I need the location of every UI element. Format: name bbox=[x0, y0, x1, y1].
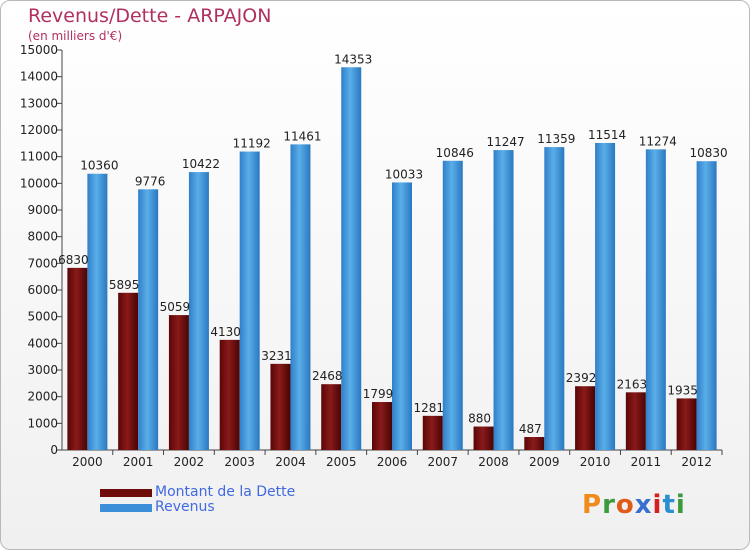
y-tick-label: 5000 bbox=[27, 310, 58, 324]
bar-dette bbox=[67, 267, 88, 450]
y-tick-label: 8000 bbox=[27, 230, 58, 244]
bar-revenus bbox=[645, 149, 666, 451]
data-label-dette: 4130 bbox=[210, 325, 241, 339]
data-label-revenus: 10830 bbox=[690, 146, 728, 160]
x-tick-label: 2003 bbox=[224, 455, 255, 469]
y-tick-label: 7000 bbox=[27, 256, 58, 270]
legend-label-dette: Montant de la Dette bbox=[155, 484, 296, 500]
y-tick-label: 2000 bbox=[27, 390, 58, 404]
bar-revenus bbox=[290, 144, 311, 450]
bar-dette bbox=[524, 437, 545, 450]
y-tick-label: 15000 bbox=[20, 43, 58, 57]
bar-revenus bbox=[696, 161, 717, 450]
y-tick-label: 0 bbox=[50, 443, 58, 457]
x-tick-label: 2010 bbox=[580, 455, 611, 469]
data-label-dette: 1799 bbox=[363, 387, 394, 401]
legend-swatch-dette bbox=[100, 489, 152, 497]
data-label-revenus: 10846 bbox=[436, 146, 474, 160]
bar-dette bbox=[473, 426, 494, 450]
data-label-dette: 3231 bbox=[261, 349, 292, 363]
proxiti-logo: Proxiti bbox=[582, 490, 686, 520]
bar-revenus bbox=[392, 182, 412, 450]
data-label-revenus: 9776 bbox=[135, 174, 166, 188]
data-label-dette: 6830 bbox=[58, 253, 89, 267]
y-tick-label: 6000 bbox=[27, 283, 58, 297]
y-tick-label: 14000 bbox=[20, 70, 58, 84]
bar-revenus bbox=[87, 173, 108, 450]
bar-dette bbox=[372, 402, 392, 450]
bar-revenus bbox=[341, 67, 362, 451]
x-tick-label: 2004 bbox=[275, 455, 306, 469]
data-label-revenus: 11461 bbox=[283, 129, 321, 143]
x-tick-label: 2000 bbox=[72, 455, 103, 469]
x-tick-label: 2012 bbox=[681, 455, 712, 469]
bar-dette bbox=[118, 292, 139, 450]
data-label-revenus: 10033 bbox=[385, 167, 423, 181]
y-tick-label: 13000 bbox=[20, 96, 58, 110]
bar-revenus bbox=[138, 189, 159, 450]
x-tick-label: 2011 bbox=[631, 455, 662, 469]
y-tick-label: 10000 bbox=[20, 176, 58, 190]
data-label-dette: 2163 bbox=[617, 377, 648, 391]
bar-dette bbox=[625, 392, 646, 450]
chart-subtitle: (en milliers d'€) bbox=[28, 29, 123, 43]
x-tick-label: 2008 bbox=[478, 455, 509, 469]
bar-revenus bbox=[595, 142, 616, 450]
y-tick-label: 3000 bbox=[27, 363, 58, 377]
y-tick-label: 4000 bbox=[27, 336, 58, 350]
data-label-revenus: 11359 bbox=[537, 132, 575, 146]
x-tick-label: 2005 bbox=[326, 455, 357, 469]
bar-dette bbox=[168, 315, 189, 450]
data-label-revenus: 11247 bbox=[486, 135, 524, 149]
data-label-dette: 1281 bbox=[413, 401, 444, 415]
bar-revenus bbox=[493, 150, 514, 450]
bar-dette bbox=[321, 384, 342, 450]
data-label-revenus: 11192 bbox=[233, 137, 271, 151]
x-tick-label: 2006 bbox=[377, 455, 408, 469]
legend-swatch-revenus bbox=[100, 504, 152, 512]
data-label-revenus: 14353 bbox=[334, 52, 372, 66]
x-tick-label: 2007 bbox=[427, 455, 458, 469]
x-tick-label: 2002 bbox=[174, 455, 205, 469]
data-label-dette: 5059 bbox=[160, 300, 191, 314]
bar-dette bbox=[219, 339, 240, 450]
data-label-dette: 487 bbox=[519, 422, 542, 436]
data-label-dette: 5895 bbox=[109, 278, 140, 292]
legend-label-revenus: Revenus bbox=[155, 499, 215, 515]
data-label-revenus: 11274 bbox=[639, 134, 677, 148]
x-tick-label: 2001 bbox=[123, 455, 154, 469]
bar-revenus bbox=[544, 147, 565, 451]
bar-dette bbox=[422, 415, 443, 450]
chart-title: Revenus/Dette - ARPAJON bbox=[28, 5, 272, 27]
data-label-dette: 880 bbox=[468, 412, 491, 426]
bar-dette bbox=[676, 398, 697, 450]
data-label-revenus: 10360 bbox=[80, 159, 118, 173]
y-tick-label: 9000 bbox=[27, 203, 58, 217]
y-tick-label: 1000 bbox=[27, 416, 58, 430]
bar-dette bbox=[575, 386, 596, 450]
data-label-dette: 2392 bbox=[566, 371, 597, 385]
data-label-dette: 1935 bbox=[667, 383, 698, 397]
bar-dette bbox=[270, 363, 291, 450]
data-label-revenus: 11514 bbox=[588, 128, 626, 142]
data-label-revenus: 10422 bbox=[182, 157, 220, 171]
y-tick-label: 12000 bbox=[20, 123, 58, 137]
x-tick-label: 2009 bbox=[529, 455, 560, 469]
bar-revenus bbox=[442, 160, 463, 451]
bar-revenus bbox=[188, 172, 209, 450]
y-tick-label: 11000 bbox=[20, 150, 58, 164]
data-label-dette: 2468 bbox=[312, 369, 343, 383]
bar-revenus bbox=[239, 151, 260, 450]
